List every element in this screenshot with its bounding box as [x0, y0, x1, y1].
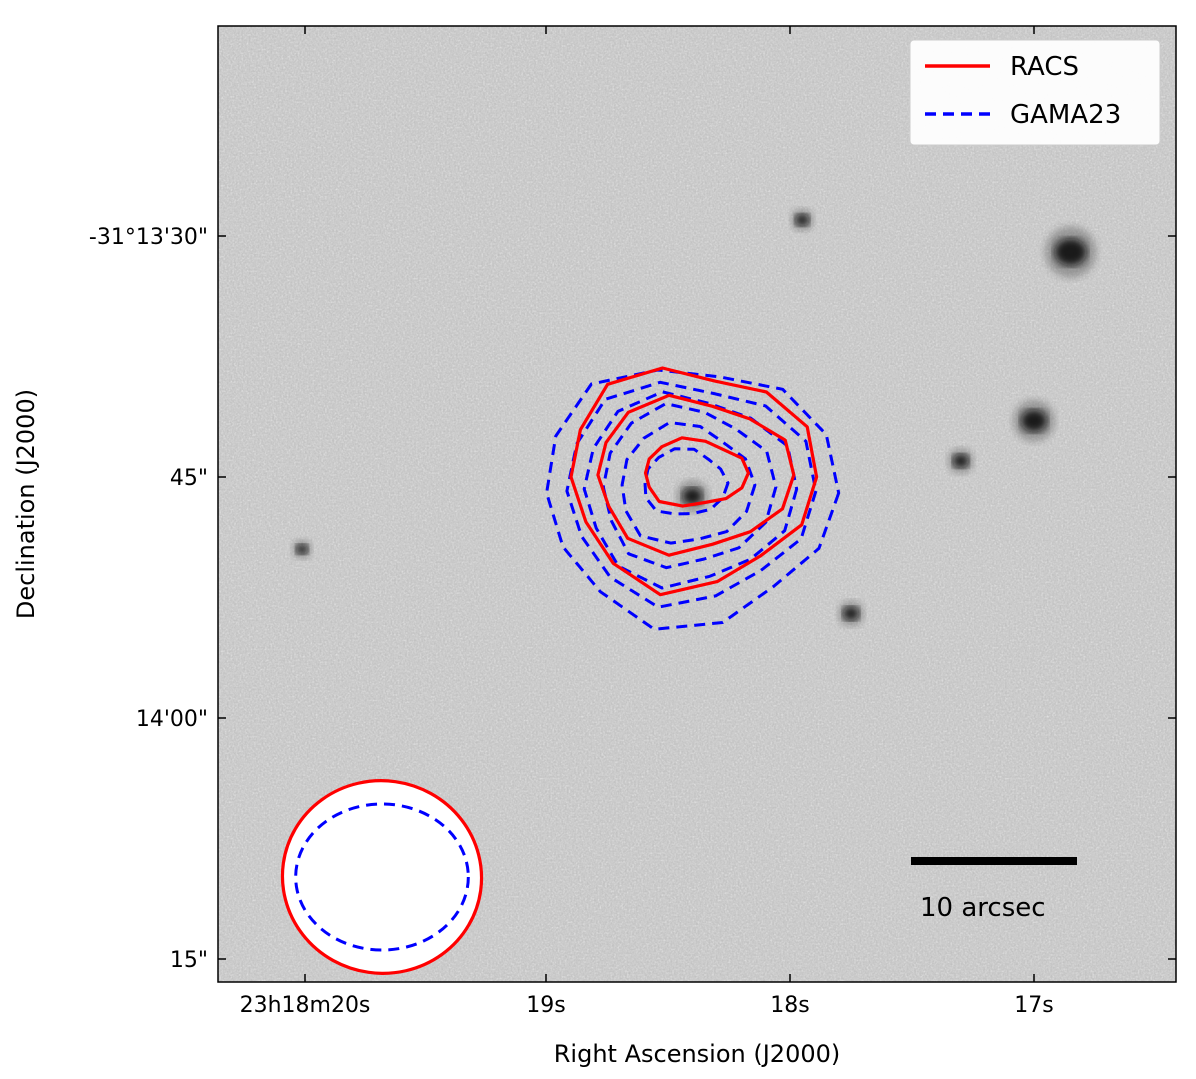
y-axis-ticks: -31°13'30" 45" 14'00" 15" — [89, 225, 1176, 973]
x-axis-ticks: 23h18m20s 19s 18s 17s — [240, 26, 1054, 1018]
scale-bar-line — [911, 857, 1077, 865]
source-core — [296, 544, 308, 555]
source-core — [843, 606, 859, 621]
sky-image — [218, 26, 1176, 982]
x-tick-label: 18s — [770, 993, 809, 1018]
legend: RACS GAMA23 — [909, 39, 1161, 146]
gama23-contour — [545, 368, 841, 631]
gama23-contour — [620, 421, 757, 545]
scale-bar-label: 10 arcsec — [920, 893, 1046, 923]
legend-label-gama23: GAMA23 — [1010, 100, 1121, 130]
source-core — [1054, 238, 1087, 266]
y-tick-label: 14'00" — [136, 707, 208, 732]
x-tick-label: 19s — [526, 993, 565, 1018]
source-core — [952, 454, 969, 468]
contour-layer — [545, 366, 841, 631]
x-axis-label: Right Ascension (J2000) — [554, 1040, 841, 1068]
gama23-contour — [643, 447, 730, 516]
plot-frame — [217, 25, 1177, 983]
source-core — [795, 213, 810, 226]
y-axis-label: Declination (J2000) — [12, 389, 40, 619]
gama23-contour — [565, 380, 818, 609]
y-tick-label: 45" — [170, 466, 208, 491]
racs-contour — [569, 366, 819, 597]
scale-bar: 10 arcsec — [911, 857, 1077, 923]
optical-sources — [292, 208, 1097, 627]
y-tick-label: -31°13'30" — [89, 225, 208, 250]
source-core — [1021, 409, 1047, 432]
gama23-beam — [294, 802, 470, 952]
beam-layer — [280, 779, 484, 975]
x-tick-label: 17s — [1014, 993, 1053, 1018]
source-core — [682, 487, 703, 505]
racs-contour — [643, 436, 750, 508]
x-tick-label: 23h18m20s — [240, 993, 371, 1018]
racs-contour — [596, 393, 796, 557]
y-tick-label: 15" — [170, 948, 208, 973]
racs-beam — [280, 779, 484, 975]
legend-label-racs: RACS — [1010, 52, 1079, 82]
